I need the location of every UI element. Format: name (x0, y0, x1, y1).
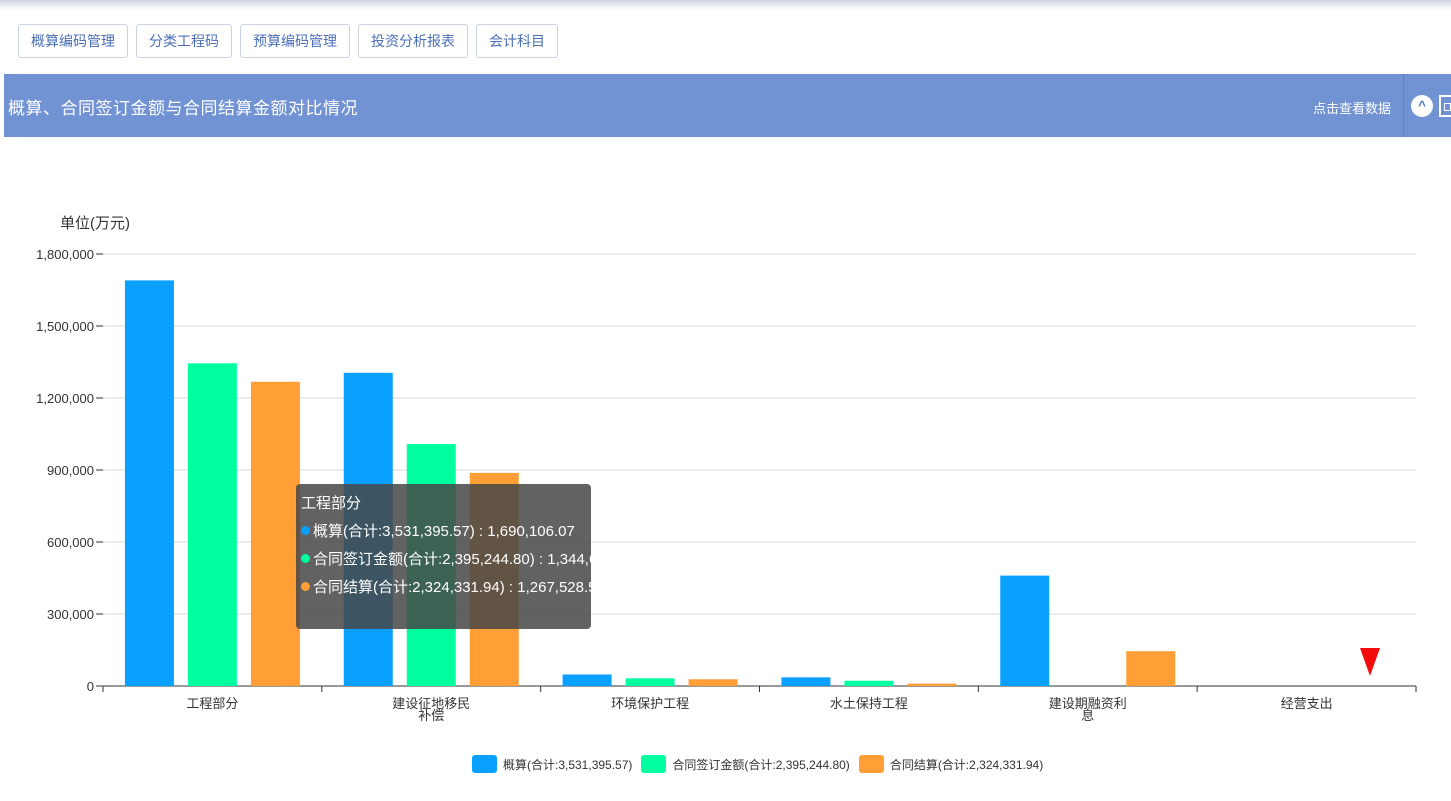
y-tick-label: 1,500,000 (36, 319, 94, 334)
y-tick-label: 1,200,000 (36, 391, 94, 406)
tooltip-row-settlement: 合同结算(合计:2,324,331.94) : 1,267,528.54 (301, 574, 605, 602)
legend-item-estimate[interactable]: 概算(合计:3,531,395.57) (472, 755, 632, 773)
view-data-link[interactable]: 点击查看数据 (1312, 101, 1391, 116)
bar-chart: 单位(万元) 0 300,000 600,000 900,000 1,200,000 1,5… (36, 215, 1417, 723)
x-tick-label: 经营支出 (1281, 696, 1333, 711)
tooltip-row-contract: 合同签订金额(合计:2,395,244.80) : 1,344,632.92 (301, 546, 635, 574)
tooltip-row-text: 合同结算(合计:2,324,331.94) : 1,267,528.54 (313, 579, 605, 596)
bar (844, 680, 894, 686)
y-tick-label: 0 (87, 679, 94, 694)
red-triangle-marker-icon (1360, 648, 1380, 676)
x-tick-label: 建设期融资利息 (1049, 696, 1127, 723)
series-dot-icon (301, 554, 310, 563)
tab-bar: 概算编码管理 分类工程码 预算编码管理 投资分析报表 会计科目 (18, 24, 558, 58)
bar (250, 381, 300, 686)
bar (907, 683, 957, 686)
bar (187, 363, 237, 686)
collapse-icon[interactable]: ^ (1411, 95, 1433, 117)
legend-label: 合同签订金额(合计:2,395,244.80) (672, 757, 850, 772)
tab-estimate-code-management[interactable]: 概算编码管理 (18, 24, 128, 58)
tooltip-row-text: 概算(合计:3,531,395.57) : 1,690,106.07 (313, 523, 575, 540)
x-tick-label: 水土保持工程 (830, 696, 908, 711)
y-tick-label: 1,800,000 (36, 247, 94, 262)
bar (625, 678, 675, 686)
window-top-edge (0, 0, 1451, 10)
tooltip-title: 工程部分 (301, 495, 362, 512)
x-tick-label: 建设征地移民补偿 (392, 696, 470, 723)
bar (1126, 651, 1176, 686)
bar (1000, 575, 1050, 686)
chart-tooltip: 工程部分 概算(合计:3,531,395.57) : 1,690,106.07 … (296, 484, 635, 629)
x-tick-label: 工程部分 (186, 696, 238, 711)
y-unit-label: 单位(万元) (60, 215, 130, 232)
y-tick-label: 600,000 (47, 535, 94, 550)
tooltip-row-estimate: 概算(合计:3,531,395.57) : 1,690,106.07 (301, 518, 591, 546)
x-tick-label: 环境保护工程 (611, 696, 689, 711)
tab-investment-analysis-report[interactable]: 投资分析报表 (358, 24, 468, 58)
header-divider (1403, 74, 1404, 137)
legend-label: 概算(合计:3,531,395.57) (503, 757, 633, 772)
chart-legend: 概算(合计:3,531,395.57) 合同签订金额(合计:2,395,244.… (472, 753, 1052, 775)
bar (781, 677, 831, 686)
legend-item-contract[interactable]: 合同签订金额(合计:2,395,244.80) (641, 755, 850, 773)
legend-swatch (472, 755, 497, 773)
legend-item-settlement[interactable]: 合同结算(合计:2,324,331.94) (858, 755, 1044, 773)
y-tick-label: 900,000 (47, 463, 94, 478)
series-dot-icon (301, 582, 310, 591)
panel-header: 概算、合同签订金额与合同结算金额对比情况 点击查看数据 ^ (4, 74, 1451, 137)
tab-category-project-code[interactable]: 分类工程码 (136, 24, 232, 58)
bar (688, 679, 738, 686)
tab-accounting-subjects[interactable]: 会计科目 (476, 24, 558, 58)
series-dot-icon (301, 526, 310, 535)
tooltip-row-text: 合同签订金额(合计:2,395,244.80) : 1,344,632.92 (313, 551, 635, 568)
y-tick-label: 300,000 (47, 607, 94, 622)
panel-title: 概算、合同签订金额与合同结算金额对比情况 (8, 99, 358, 118)
bar (124, 280, 174, 686)
legend-label: 合同结算(合计:2,324,331.94) (889, 757, 1044, 772)
fullscreen-icon[interactable] (1439, 95, 1451, 117)
tab-budget-code-management[interactable]: 预算编码管理 (240, 24, 350, 58)
legend-swatch (641, 755, 667, 773)
bar (562, 674, 612, 686)
legend-swatch (858, 755, 884, 773)
